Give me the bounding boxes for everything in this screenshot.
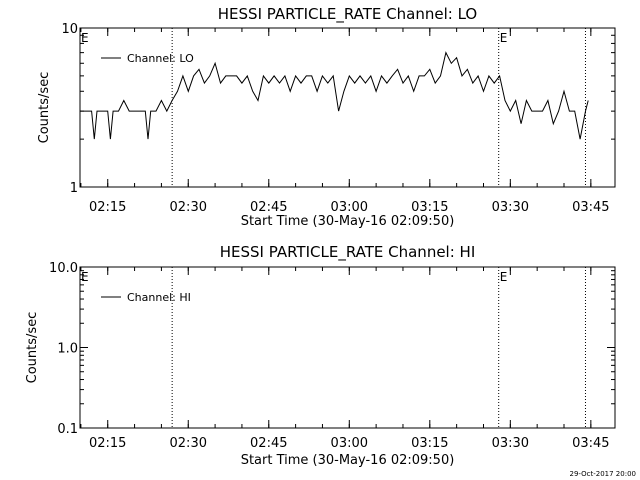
panel1-x-axis-label: Start Time (30-May-16 02:09:50) — [241, 214, 455, 229]
panel2-y-tick-label: 1.0 — [57, 342, 78, 357]
panel2-event-marker-label: E — [500, 270, 508, 284]
panel1-plot-frame — [79, 27, 616, 188]
footer-timestamp: 29-Oct-2017 20:00 — [570, 470, 636, 478]
panel1-series-line — [80, 51, 589, 140]
panel2-x-tick-label: 02:15 — [89, 436, 126, 451]
panel2-x-axis-label: Start Time (30-May-16 02:09:50) — [241, 453, 455, 468]
panel1-x-tick-label: 03:15 — [411, 200, 448, 215]
panel1-legend-label: Channel: LO — [127, 52, 194, 65]
panel1-x-tick-label: 03:30 — [492, 200, 529, 215]
panel2-x-tick-label: 02:30 — [170, 436, 207, 451]
panel1-event-marker-label: E — [500, 31, 508, 45]
panel1-x-tick-label: 03:00 — [331, 200, 368, 215]
panel1-x-tick-label: 02:15 — [89, 200, 126, 215]
panel1-x-tick-label: 02:30 — [170, 200, 207, 215]
panel2-legend-label: Channel: HI — [127, 291, 191, 304]
panel1-y-tick-label: 10 — [61, 22, 78, 37]
panel1-event-marker-label: E — [81, 31, 89, 45]
panel2-x-tick-label: 03:15 — [411, 436, 448, 451]
panel2-event-marker-label: E — [81, 270, 89, 284]
panel1-title: HESSI PARTICLE_RATE Channel: LO — [218, 5, 477, 24]
panel2-title: HESSI PARTICLE_RATE Channel: HI — [220, 243, 476, 262]
panel2-y-tick-label: 10.0 — [49, 261, 78, 276]
panel2-x-tick-label: 03:00 — [331, 436, 368, 451]
panel2-y-axis-label: Counts/sec — [25, 312, 40, 384]
panel2-x-tick-label: 02:45 — [250, 436, 287, 451]
panel1-y-axis-label: Counts/sec — [37, 72, 52, 144]
panel2-y-tick-label: 0.1 — [57, 422, 78, 437]
panel1-y-tick-label: 1 — [70, 181, 78, 196]
panel2-x-tick-label: 03:45 — [572, 436, 609, 451]
panel1-x-tick-label: 03:45 — [572, 200, 609, 215]
panel2-x-tick-label: 03:30 — [492, 436, 529, 451]
panel1-x-tick-label: 02:45 — [250, 200, 287, 215]
